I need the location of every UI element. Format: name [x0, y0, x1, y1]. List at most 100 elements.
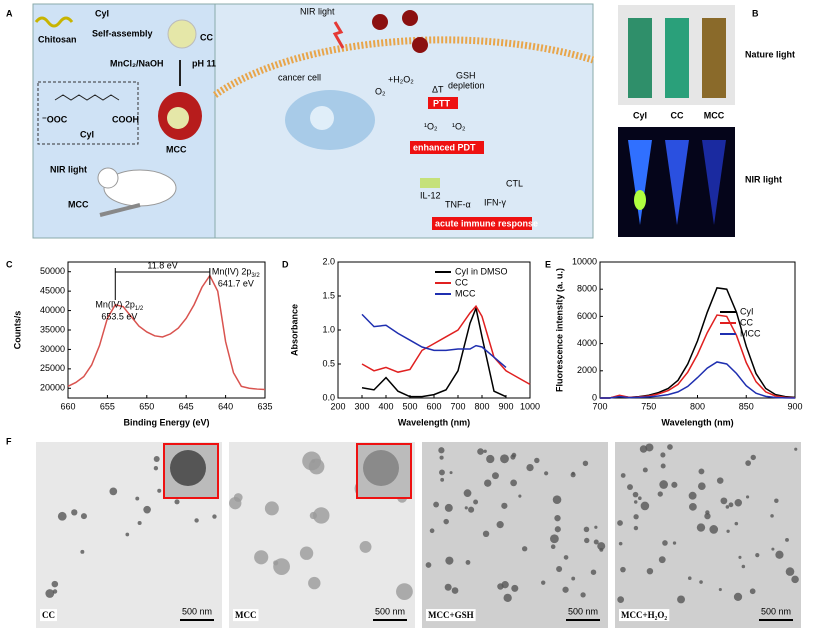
- particle: [750, 454, 756, 461]
- annotation: 641.7 eV: [218, 278, 254, 288]
- x-tick-label: 800: [474, 401, 489, 411]
- particle: [734, 499, 742, 507]
- particle: [359, 540, 372, 553]
- particle: [309, 511, 317, 520]
- particle: [671, 481, 678, 488]
- annotation: 11.8 eV: [147, 260, 177, 270]
- syringe: [99, 203, 141, 217]
- structure: [54, 94, 120, 101]
- particle: [465, 560, 471, 565]
- label: MCC: [68, 199, 89, 209]
- particle: [299, 546, 314, 560]
- y-tick-label: 0.5: [322, 358, 335, 368]
- particle: [212, 514, 217, 519]
- data-line: [361, 313, 507, 368]
- x-tick-label: 300: [354, 401, 369, 411]
- particle: [541, 580, 546, 585]
- tube: [628, 18, 652, 98]
- particle: [439, 469, 445, 476]
- particle: [660, 452, 666, 458]
- particle: [662, 540, 668, 546]
- panel-letter: A: [6, 8, 13, 18]
- label-bg: [426, 609, 476, 622]
- label: pH 11: [192, 58, 216, 68]
- particle: [687, 576, 692, 580]
- particle: [501, 502, 508, 509]
- x-axis-label: Wavelength (nm): [661, 417, 733, 427]
- particle: [153, 455, 160, 462]
- glow-core: [634, 190, 646, 210]
- particle: [445, 556, 454, 565]
- particle: [696, 523, 706, 532]
- y-tick-label: 25000: [40, 363, 65, 373]
- particle: [308, 458, 325, 475]
- nir-bolt: [332, 21, 345, 49]
- particle: [45, 589, 55, 598]
- scale-label: 500 nm: [182, 606, 212, 616]
- panel-letter: D: [282, 259, 289, 269]
- annotation: 653.5 eV: [101, 311, 137, 321]
- label: MCC: [704, 110, 725, 120]
- y-tick-label: 6000: [577, 311, 597, 321]
- particle: [554, 526, 561, 533]
- tube-glow: [702, 140, 726, 225]
- scale-label: 500 nm: [375, 606, 405, 616]
- particle: [438, 447, 445, 454]
- y-tick-label: 1.5: [322, 290, 335, 300]
- particle: [755, 553, 760, 558]
- particle: [483, 449, 487, 453]
- particle: [584, 537, 590, 544]
- particle: [463, 489, 472, 498]
- label: NIR light: [745, 174, 782, 184]
- x-tick-label: 900: [787, 401, 802, 411]
- particle: [633, 514, 639, 520]
- particle: [620, 566, 626, 573]
- np: [372, 14, 388, 30]
- x-axis-label: Binding Energy (eV): [123, 417, 209, 427]
- x-tick-label: 750: [641, 401, 656, 411]
- y-axis-label: Counts/s: [12, 311, 22, 350]
- label-bg: [233, 609, 259, 622]
- label: Nature light: [745, 49, 795, 59]
- particle: [510, 454, 516, 460]
- particle: [716, 477, 724, 484]
- x-tick-label: 600: [426, 401, 441, 411]
- particle: [518, 494, 522, 498]
- x-tick-label: 900: [498, 401, 513, 411]
- x-tick-label: 850: [739, 401, 754, 411]
- particle: [734, 521, 739, 526]
- particle: [580, 592, 586, 598]
- particle: [597, 542, 606, 551]
- particle: [526, 463, 534, 472]
- particle: [642, 467, 648, 473]
- particle: [556, 566, 563, 573]
- particle: [396, 583, 413, 600]
- label: depletion: [448, 80, 485, 90]
- particle: [775, 550, 784, 559]
- particle: [689, 502, 697, 511]
- image-label: CC: [42, 610, 55, 620]
- y-tick-label: 4000: [577, 338, 597, 348]
- particle: [313, 507, 330, 524]
- particle: [57, 511, 67, 521]
- y-axis-label: Fluorescence intensity (a. u.): [554, 268, 564, 392]
- label: Self-assembly: [92, 28, 153, 38]
- particle: [570, 472, 576, 478]
- particle: [709, 525, 719, 534]
- x-tick-label: 635: [257, 401, 272, 411]
- label: NIR light: [300, 6, 335, 16]
- y-axis-label: Absorbance: [289, 304, 299, 356]
- scale-label: 500 nm: [568, 606, 598, 616]
- particle: [194, 518, 199, 523]
- particle: [52, 589, 58, 594]
- particle: [273, 558, 290, 575]
- particle: [137, 520, 142, 526]
- particle: [429, 528, 435, 534]
- data-line: [67, 274, 266, 391]
- particle: [552, 495, 562, 504]
- particle: [153, 466, 159, 471]
- label: ¹O₂: [424, 121, 438, 131]
- particle: [464, 506, 468, 510]
- particle: [444, 503, 453, 512]
- image-label: MCC+GSH: [428, 610, 474, 620]
